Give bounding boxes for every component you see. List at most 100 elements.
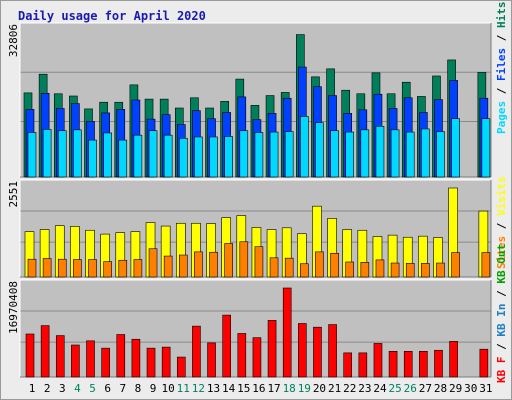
bar-pages [421, 128, 430, 178]
x-tick-label: 28 [434, 382, 447, 395]
legend-separator: / [495, 284, 508, 304]
x-tick-label: 29 [449, 382, 462, 395]
bar-kbytes [116, 334, 126, 378]
bar-kbytes [55, 335, 65, 378]
bar-pages [163, 134, 173, 178]
x-tick-label: 18 [283, 382, 296, 395]
bar-pages [405, 131, 415, 178]
bar-sites [209, 251, 218, 278]
x-tick-label: 24 [373, 382, 387, 395]
x-tick-label: 9 [150, 382, 157, 395]
legend-entry: KB Out [495, 244, 508, 284]
bar-kbytes [252, 337, 262, 378]
bar-kbytes [373, 343, 383, 378]
bar-pages [390, 129, 400, 178]
bar-sites [390, 262, 400, 278]
bar-pages [73, 129, 82, 178]
bar-sites [88, 259, 97, 278]
bar-kbytes [237, 333, 247, 378]
bar-sites [284, 257, 294, 278]
x-tick-label: 12 [192, 382, 205, 395]
legend-entry: KB In [495, 304, 508, 337]
bar-kbytes [176, 356, 186, 378]
legend-separator: / [495, 28, 508, 48]
x-tick-label: 30 [464, 382, 477, 395]
bar-sites [436, 262, 445, 278]
x-tick-label: 19 [298, 382, 311, 395]
legend-separator: / [495, 337, 508, 357]
x-tick-label: 22 [343, 382, 356, 395]
bar-pages [300, 116, 309, 178]
bar-sites [27, 258, 37, 278]
bar-pages [57, 130, 67, 178]
bar-sites [330, 252, 339, 278]
bar-kbytes [71, 344, 80, 378]
bar-kbytes [86, 340, 95, 378]
bar-pages [209, 136, 218, 178]
bar-sites [178, 254, 188, 278]
x-tick-label: 8 [135, 382, 142, 395]
bar-pages [103, 132, 112, 178]
x-tick-label: 5 [89, 382, 96, 395]
bar-pages [88, 139, 97, 178]
bar-sites [239, 241, 249, 278]
x-tick-label: 17 [267, 382, 280, 395]
bar-kbytes [313, 326, 322, 378]
bar-pages [224, 136, 233, 178]
bar-kbytes [388, 351, 398, 378]
bar-kbytes [479, 348, 489, 378]
bar-kbytes [328, 324, 337, 378]
bar-pages [27, 132, 37, 178]
x-tick-label: 11 [177, 382, 190, 395]
legend-entry: KB F [495, 357, 508, 384]
bar-sites [451, 252, 460, 278]
x-tick-label: 14 [222, 382, 236, 395]
bar-sites [42, 258, 52, 278]
bar-pages [360, 129, 370, 178]
x-tick-label: 3 [59, 382, 66, 395]
bar-sites [118, 259, 128, 278]
bar-sites [163, 255, 173, 278]
bar-pages [148, 130, 158, 178]
bar-pages [118, 139, 128, 178]
bar-sites [57, 258, 67, 278]
bar-kbytes [207, 342, 216, 378]
legend-kbytes: KB F / KB In / KB Out [495, 244, 508, 383]
x-tick-label: 13 [207, 382, 220, 395]
bar-pages [254, 132, 264, 178]
legend-separator: / [495, 81, 508, 101]
bar-kbytes [358, 352, 368, 378]
x-tick-label: 20 [313, 382, 326, 395]
legend-hits-files-pages: Pages / Files / Hits [495, 2, 508, 135]
legend-entry: Pages [495, 101, 508, 134]
bar-pages [451, 118, 460, 178]
bar-sites [103, 261, 112, 278]
bar-sites [300, 263, 309, 278]
bar-kbytes [146, 347, 156, 378]
bar-sites [269, 257, 279, 278]
chart-title: Daily usage for April 2020 [18, 9, 206, 23]
bar-sites [405, 263, 415, 278]
x-tick-label: 7 [119, 382, 126, 395]
x-tick-label: 4 [74, 382, 81, 395]
bar-kbytes [343, 352, 353, 378]
x-tick-label: 27 [419, 382, 432, 395]
bar-pages [315, 122, 324, 178]
x-tick-label: 15 [237, 382, 250, 395]
bar-pages [330, 130, 339, 178]
x-tick-label: 25 [388, 382, 401, 395]
legend-entry: Visits [495, 176, 508, 216]
bar-pages [345, 131, 355, 178]
bar-kbytes [449, 341, 458, 378]
bar-sites [375, 259, 385, 278]
x-tick-label: 6 [104, 382, 111, 395]
bar-sites [148, 248, 158, 278]
bar-pages [42, 129, 52, 178]
x-tick-label: 23 [358, 382, 371, 395]
bar-kbytes [222, 314, 231, 378]
bar-pages [133, 134, 143, 178]
bar-pages [178, 137, 188, 178]
bar-pages [375, 125, 385, 178]
x-tick-label: 26 [404, 382, 417, 395]
